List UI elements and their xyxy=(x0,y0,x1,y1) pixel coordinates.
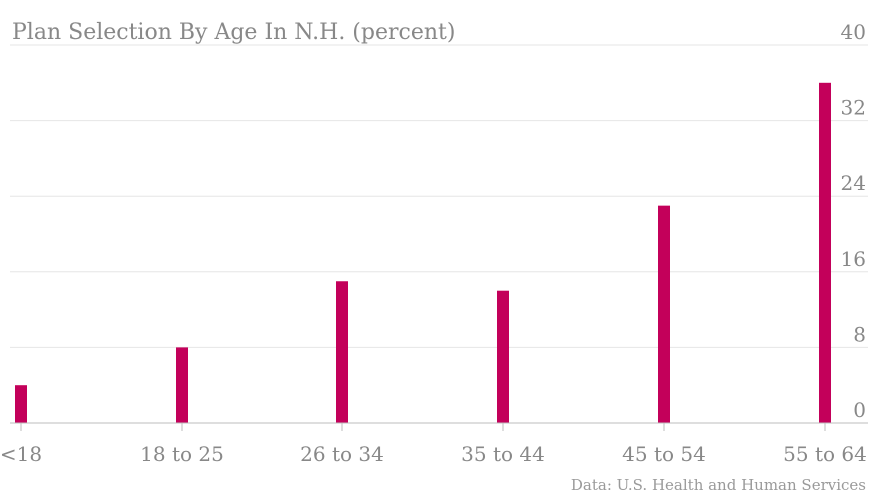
x-tick-label: 35 to 44 xyxy=(461,442,545,466)
x-tick-label: <18 xyxy=(0,442,42,466)
bar xyxy=(819,82,831,424)
bar xyxy=(336,281,348,423)
y-tick-label: 24 xyxy=(841,171,866,195)
y-tick-label: 32 xyxy=(841,96,866,120)
bars xyxy=(15,82,831,424)
gridlines xyxy=(10,44,868,348)
bar xyxy=(176,347,188,423)
x-tick-label: 26 to 34 xyxy=(300,442,384,466)
y-tick-label: 0 xyxy=(853,398,866,422)
x-tick-label: 18 to 25 xyxy=(140,442,224,466)
bar xyxy=(497,290,509,423)
bar xyxy=(15,385,27,423)
axes: 0 8 16 24 32 40 <18 18 to 25 26 to 34 35 to 44 45 … xyxy=(0,20,868,466)
y-tick-label: 40 xyxy=(841,20,866,44)
x-tick-label: 45 to 54 xyxy=(622,442,706,466)
chart-title: Plan Selection By Age In N.H. (percent) xyxy=(12,20,455,45)
x-tick-label: 55 to 64 xyxy=(783,442,867,466)
bar xyxy=(658,205,670,423)
y-tick-label: 16 xyxy=(841,247,866,271)
y-tick-label: 8 xyxy=(853,322,866,346)
source-note: Data: U.S. Health and Human Services xyxy=(571,476,866,494)
